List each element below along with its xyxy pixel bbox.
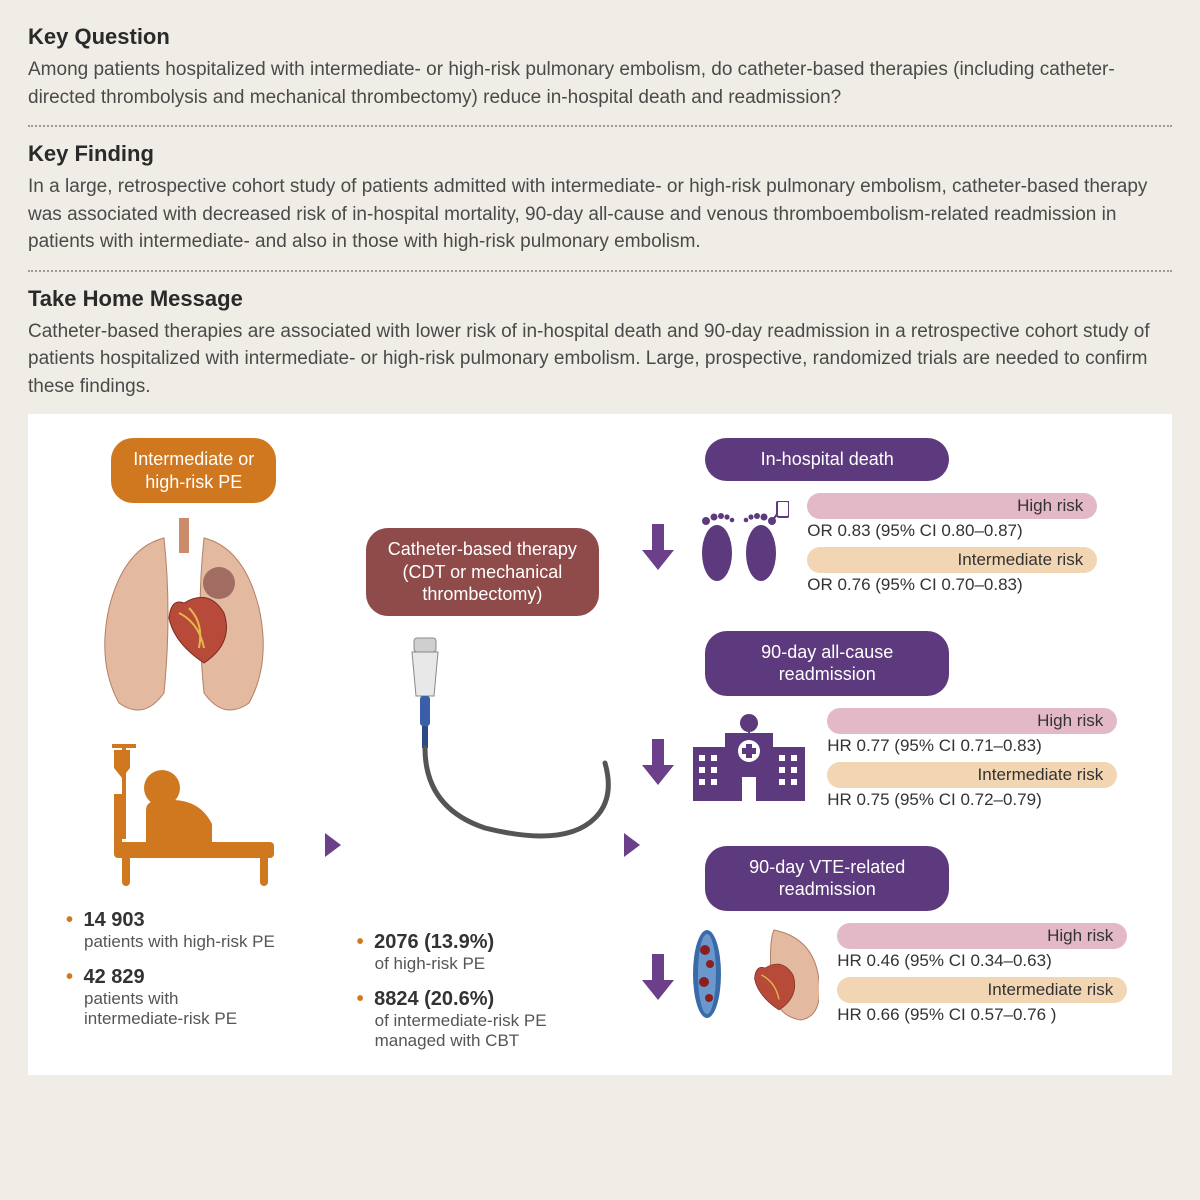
- key-question-section: Key Question Among patients hospitalized…: [28, 24, 1172, 111]
- key-question-title: Key Question: [28, 24, 1172, 50]
- int-label-0: Intermediate risk: [807, 547, 1097, 573]
- int-stat-0: OR 0.76 (95% CI 0.70–0.83): [807, 575, 1097, 595]
- down-arrow-icon: [645, 524, 671, 570]
- treated-desc-0: of high-risk PE: [375, 954, 486, 974]
- int-stat-2: HR 0.66 (95% CI 0.57–0.76 ): [837, 1005, 1127, 1025]
- key-finding-body: In a large, retrospective cohort study o…: [28, 173, 1172, 256]
- down-arrow-icon: [645, 739, 671, 785]
- catheter-icon: [347, 630, 618, 875]
- high-label-1: High risk: [827, 708, 1117, 734]
- feet-icon: [689, 501, 789, 592]
- high-stat-0: OR 0.83 (95% CI 0.80–0.87): [807, 521, 1097, 541]
- flow-arrow-2: [618, 438, 645, 1051]
- pill-pe-risk: Intermediate or high-risk PE: [111, 438, 276, 503]
- patient-bed-icon: [48, 736, 319, 891]
- outcome-allcause-readmission: 90-day all-cause readmission: [645, 631, 1152, 816]
- high-label-2: High risk: [837, 923, 1127, 949]
- key-question-body: Among patients hospitalized with interme…: [28, 56, 1172, 111]
- hospital-icon: [689, 713, 809, 810]
- take-home-section: Take Home Message Catheter-based therapi…: [28, 286, 1172, 401]
- int-label-2: Intermediate risk: [837, 977, 1127, 1003]
- cohort-n-0: 14 903: [83, 909, 144, 931]
- treated-list: • 2076 (13.9%) of high-risk PE • 8824 (2…: [357, 931, 618, 1051]
- outcome-title-1: 90-day all-cause readmission: [705, 631, 949, 696]
- outcome-title-0: In-hospital death: [705, 438, 949, 481]
- cohort-n-1: 42 829: [83, 966, 144, 988]
- pill-therapy: Catheter-based therapy (CDT or mechanica…: [366, 528, 599, 616]
- take-home-body: Catheter-based therapies are associated …: [28, 318, 1172, 401]
- col-patients: Intermediate or high-risk PE: [48, 438, 319, 1051]
- col-outcomes: In-hospital death: [645, 438, 1152, 1051]
- infographic: Intermediate or high-risk PE: [28, 414, 1172, 1075]
- divider: [28, 270, 1172, 272]
- treated-desc-1: of intermediate-risk PE managed with CBT: [375, 1011, 547, 1051]
- cohort-desc-1: patients with intermediate-risk PE: [84, 989, 237, 1029]
- col-therapy: Catheter-based therapy (CDT or mechanica…: [347, 438, 618, 1051]
- outcome-vte-readmission: 90-day VTE-related readmission: [645, 846, 1152, 1031]
- lungs-vessel-icon: [689, 924, 819, 1029]
- flow-arrow-1: [319, 438, 346, 1051]
- int-stat-1: HR 0.75 (95% CI 0.72–0.79): [827, 790, 1117, 810]
- take-home-title: Take Home Message: [28, 286, 1172, 312]
- high-stat-2: HR 0.46 (95% CI 0.34–0.63): [837, 951, 1127, 971]
- int-label-1: Intermediate risk: [827, 762, 1117, 788]
- treated-n-1: 8824 (20.6%): [374, 988, 494, 1010]
- treated-n-0: 2076 (13.9%): [374, 931, 494, 953]
- divider: [28, 125, 1172, 127]
- down-arrow-icon: [645, 954, 671, 1000]
- key-finding-title: Key Finding: [28, 141, 1172, 167]
- key-finding-section: Key Finding In a large, retrospective co…: [28, 141, 1172, 256]
- cohort-desc-0: patients with high-risk PE: [84, 932, 275, 952]
- lungs-heart-icon: [48, 513, 319, 728]
- page: Key Question Among patients hospitalized…: [0, 0, 1200, 1099]
- outcome-title-2: 90-day VTE-related readmission: [705, 846, 949, 911]
- high-label-0: High risk: [807, 493, 1097, 519]
- high-stat-1: HR 0.77 (95% CI 0.71–0.83): [827, 736, 1117, 756]
- outcome-inhospital-death: In-hospital death: [645, 438, 1152, 601]
- cohort-list: • 14 903 patients with high-risk PE • 42…: [66, 909, 319, 1029]
